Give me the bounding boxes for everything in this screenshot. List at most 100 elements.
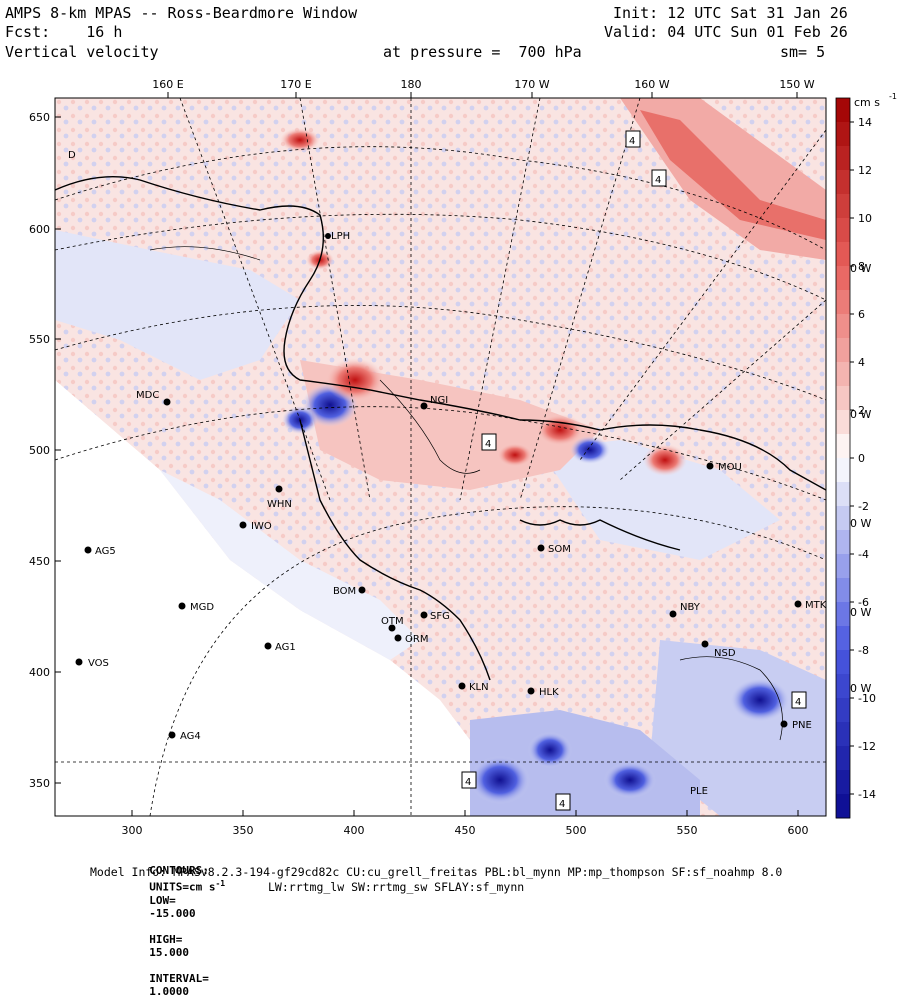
updraft-blob bbox=[643, 444, 687, 476]
colorbar-cell bbox=[836, 722, 850, 747]
station-marker bbox=[275, 485, 283, 493]
bottom-tick-label: 500 bbox=[566, 824, 587, 837]
colorbar-cell bbox=[836, 674, 850, 699]
station-label: SOM bbox=[548, 544, 571, 555]
interval-label: INTERVAL= bbox=[149, 971, 209, 985]
blue-region-southeast bbox=[650, 640, 826, 816]
contour-marker-label: 4 bbox=[655, 175, 661, 186]
colorbar-cell bbox=[836, 290, 850, 315]
smoothing-value: sm= 5 bbox=[780, 43, 826, 61]
left-tick-label: 600 bbox=[29, 223, 50, 236]
colorbar-cell bbox=[836, 578, 850, 603]
station-label: AG1 bbox=[275, 642, 296, 653]
light-blue-region-west bbox=[55, 230, 300, 380]
colorbar-cell bbox=[836, 314, 850, 339]
colorbar-cell bbox=[836, 362, 850, 387]
bottom-tick-label: 600 bbox=[788, 824, 809, 837]
no-data-region bbox=[55, 380, 480, 816]
contour-marker-label: 4 bbox=[795, 697, 801, 708]
top-tick-label: 180 bbox=[401, 78, 422, 91]
ross-island-edge bbox=[519, 519, 681, 551]
red-band-core bbox=[640, 110, 826, 240]
units-label: UNITS=cm s bbox=[149, 880, 216, 894]
colorbar-tick-label: -4 bbox=[858, 548, 869, 561]
station-marker bbox=[794, 600, 802, 608]
station-marker bbox=[701, 640, 709, 648]
forecast-hour: Fcst: 16 h bbox=[5, 23, 123, 41]
init-time: Init: 12 UTC Sat 31 Jan 26 bbox=[613, 4, 848, 22]
colorbar-cell bbox=[836, 98, 850, 123]
station-marker bbox=[527, 687, 535, 695]
contour-line bbox=[679, 656, 783, 741]
plot-area bbox=[55, 98, 826, 816]
colorbar-cell bbox=[836, 170, 850, 195]
colorbar-cell bbox=[836, 458, 850, 483]
colorbar-cell bbox=[836, 218, 850, 243]
top-axis: 160 E 170 E 180 170 W 160 W 150 W bbox=[152, 78, 815, 98]
colorbar-tick-label: -10 bbox=[858, 692, 876, 705]
station-marker bbox=[706, 462, 714, 470]
station-label: MTK bbox=[805, 600, 827, 611]
top-tick-label: 160 W bbox=[634, 78, 669, 91]
colorbar-tick-label: 8 bbox=[858, 260, 865, 273]
station-marker bbox=[84, 546, 92, 554]
station-label: SFG bbox=[430, 611, 450, 622]
colorbar-tick-label: -12 bbox=[858, 740, 876, 753]
contour-marker-label: 4 bbox=[629, 136, 635, 147]
colorbar-cell bbox=[836, 434, 850, 459]
station-marker bbox=[163, 398, 171, 406]
station-label: AG4 bbox=[180, 731, 201, 742]
station-marker bbox=[75, 658, 83, 666]
model-info: Model Info: MPASv8.2.3-194-gf29cd82c CU:… bbox=[90, 865, 783, 879]
downdraft-blob bbox=[604, 762, 656, 798]
colorbar-cell bbox=[836, 770, 850, 795]
colorbar-cell bbox=[836, 146, 850, 171]
station-label: PLE bbox=[690, 786, 708, 797]
high-label: HIGH= bbox=[149, 932, 183, 946]
colorbar-cell bbox=[836, 506, 850, 531]
title: AMPS 8-km MPAS -- Ross-Beardmore Window bbox=[5, 4, 358, 22]
colorbar-tick-label: 0 bbox=[858, 452, 865, 465]
station-label: WHN bbox=[267, 499, 292, 510]
top-tick-label: 150 W bbox=[779, 78, 814, 91]
updraft-blob bbox=[280, 128, 320, 152]
station-label: VOS bbox=[88, 658, 109, 669]
top-tick-label: 170 W bbox=[514, 78, 549, 91]
left-tick-label: 450 bbox=[29, 555, 50, 568]
station-label: ORM bbox=[405, 634, 428, 645]
colorbar-cell bbox=[836, 530, 850, 555]
station-marker bbox=[669, 610, 677, 618]
ice-shelf-smooth-region bbox=[160, 470, 420, 660]
interval-value: 1.0000 bbox=[149, 984, 189, 998]
station-marker bbox=[239, 521, 247, 529]
colorbar-cell bbox=[836, 554, 850, 579]
colorbar-cell bbox=[836, 698, 850, 723]
valid-time: Valid: 04 UTC Sun 01 Feb 26 bbox=[604, 23, 848, 41]
bottom-tick-label: 550 bbox=[677, 824, 698, 837]
bottom-tick-label: 400 bbox=[344, 824, 365, 837]
contour-markers: 4 4 4 4 4 4 bbox=[461, 130, 807, 811]
station-label: IWO bbox=[251, 521, 272, 532]
colorbar-cell bbox=[836, 482, 850, 507]
colorbar-units: cm s bbox=[854, 96, 880, 109]
station-marker bbox=[168, 731, 176, 739]
colorbar-tick-label: 2 bbox=[858, 404, 865, 417]
contours-label: CONTOURS: bbox=[149, 864, 209, 877]
units-exponent: -1 bbox=[215, 879, 226, 888]
colorbar: cm s -1 14 12 10 8 6 4 2 0 -2 -4 -6 -8 -10 -12 -14 bbox=[835, 92, 897, 819]
top-tick-label: 170 E bbox=[280, 78, 311, 91]
station-label: KLN bbox=[469, 682, 489, 693]
plot-frame bbox=[54, 97, 827, 817]
left-tick-label: 500 bbox=[29, 444, 50, 457]
contour-line bbox=[379, 379, 481, 474]
colorbar-tick-label: -2 bbox=[858, 500, 869, 513]
station-label: OTM bbox=[381, 616, 404, 627]
pressure-level: at pressure = 700 hPa bbox=[383, 43, 582, 61]
station-marker bbox=[780, 720, 788, 728]
colorbar-cell bbox=[836, 650, 850, 675]
left-tick-label: 650 bbox=[29, 111, 50, 124]
colorbar-tick-label: -6 bbox=[858, 596, 869, 609]
station-label: LPH bbox=[331, 231, 350, 242]
colorbar-tick-label: -8 bbox=[858, 644, 869, 657]
vertical-velocity-map: 160 E 170 E 180 170 W 160 W 150 W 650 60… bbox=[29, 78, 897, 837]
